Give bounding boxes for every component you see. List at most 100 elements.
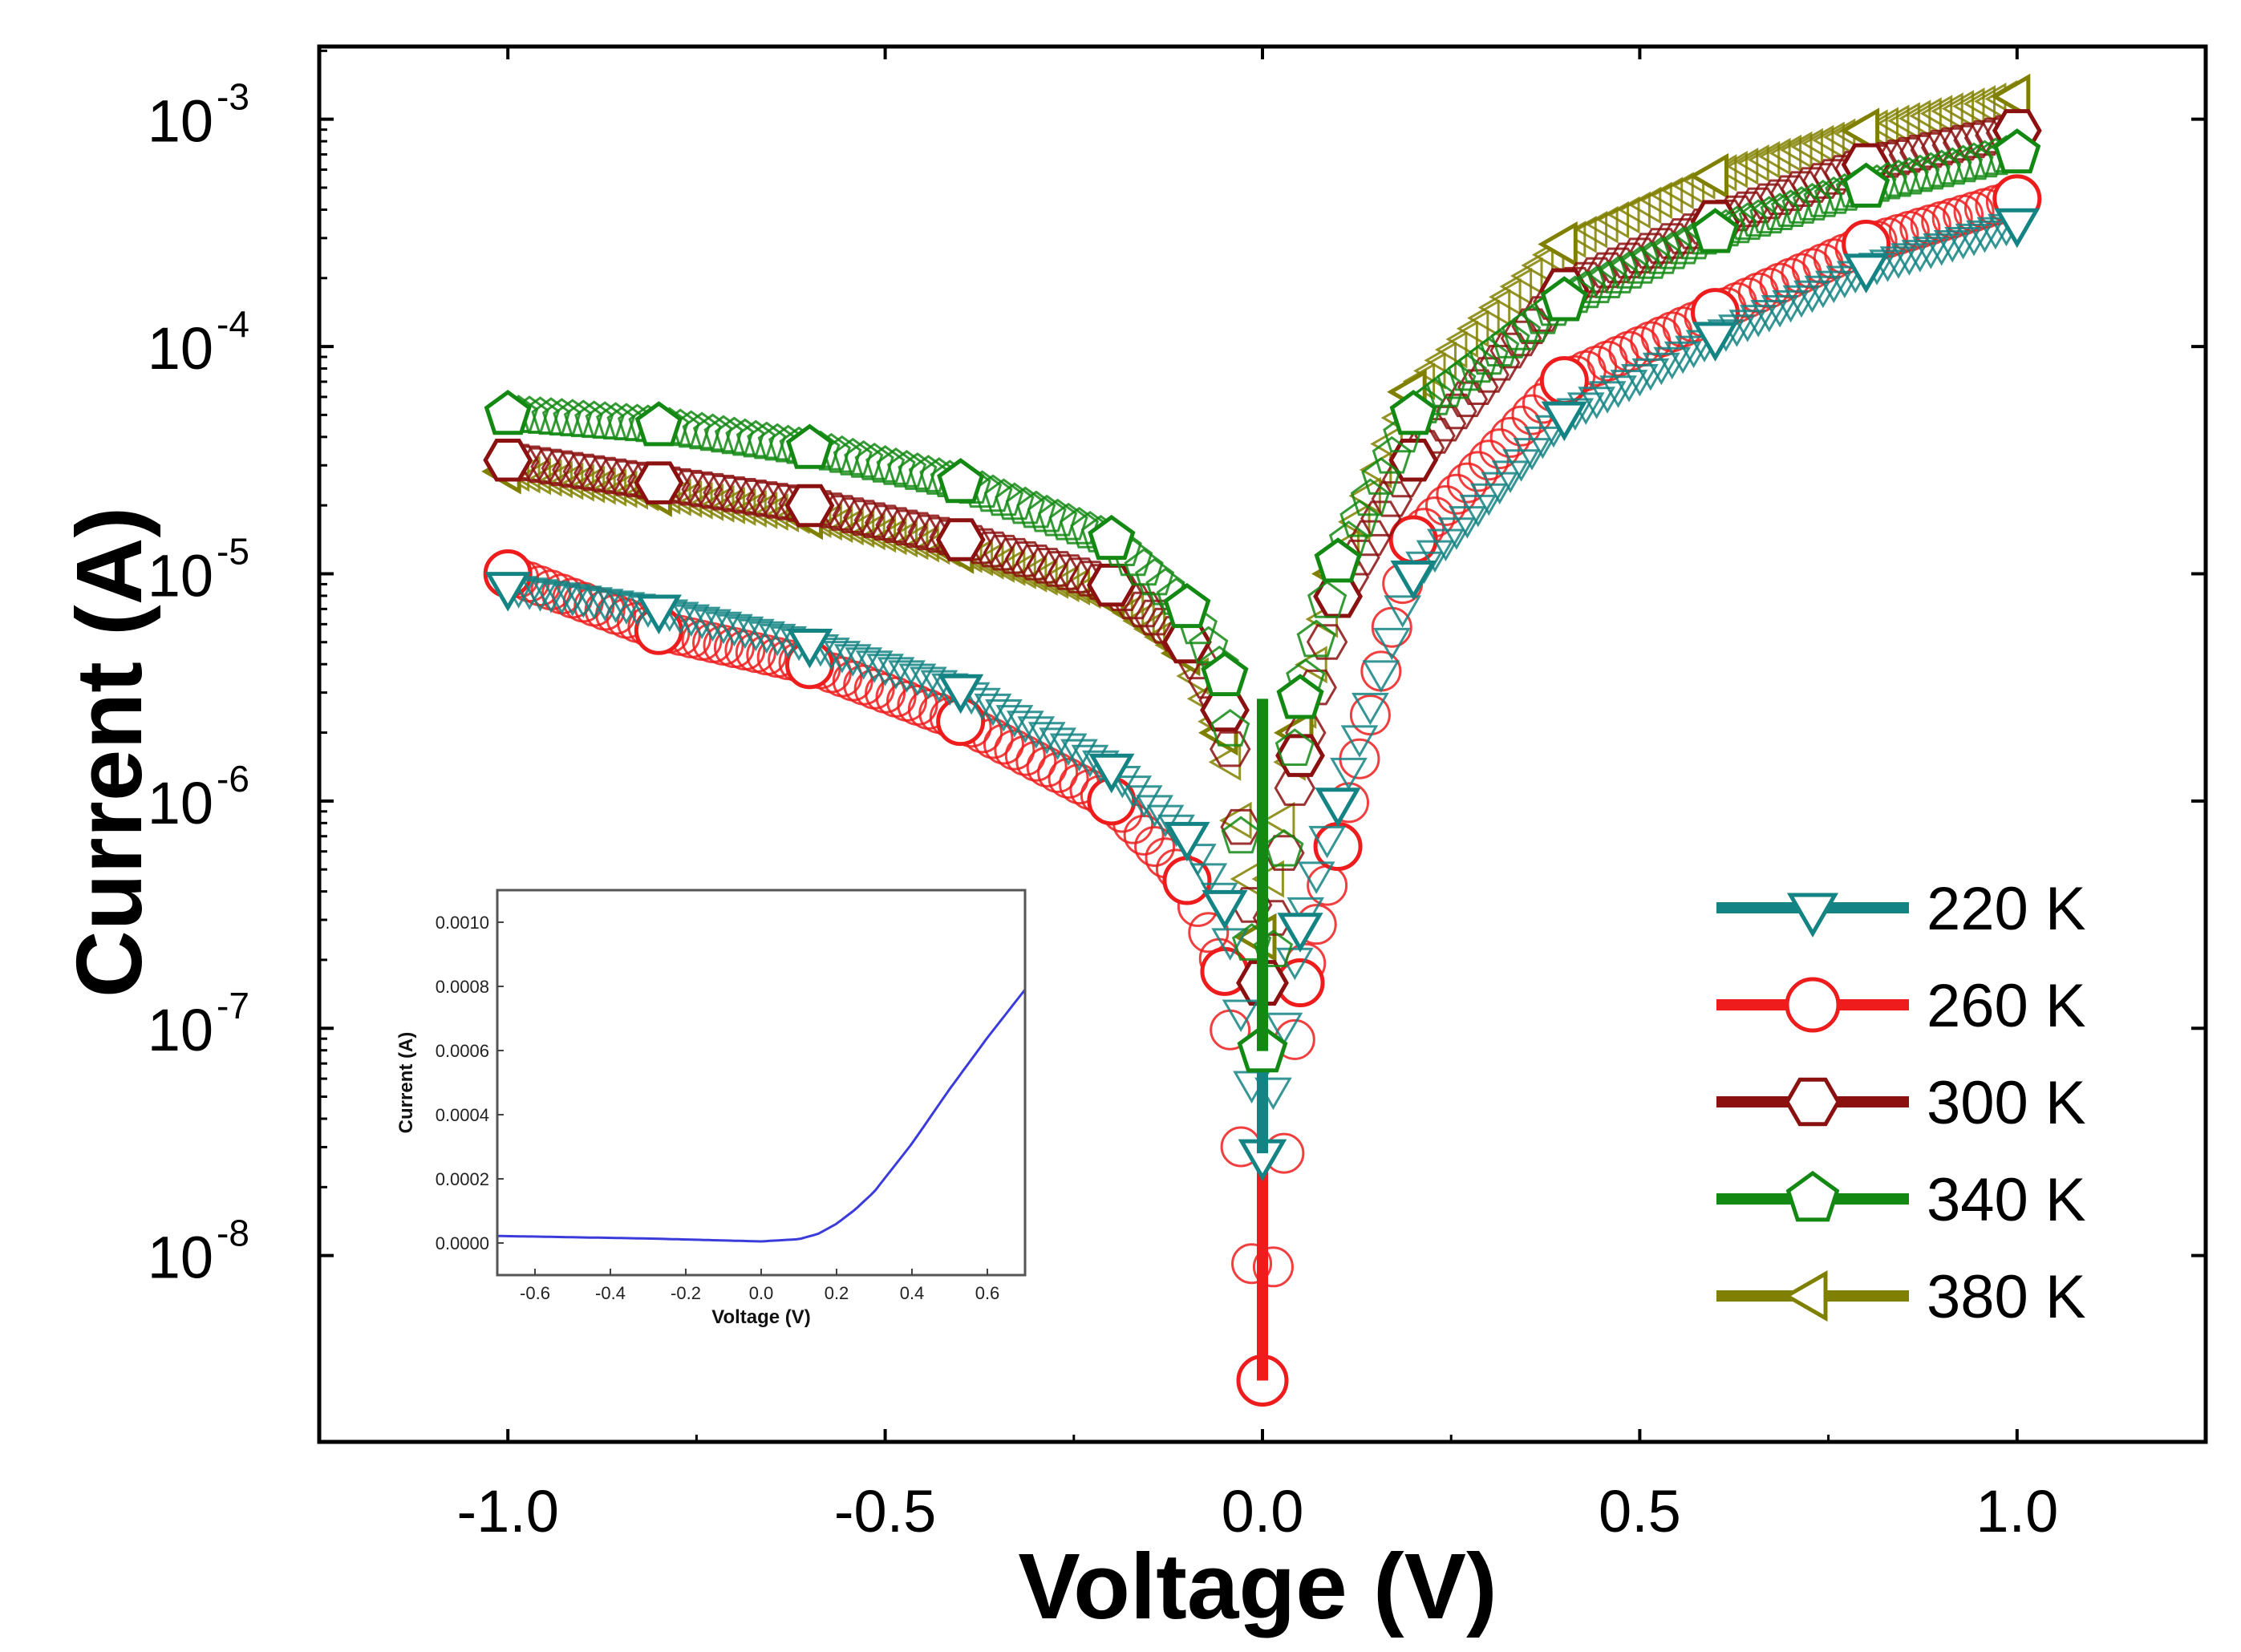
marker-trail	[1123, 591, 1165, 628]
legend-marker	[1782, 1269, 1828, 1322]
marker-trail	[1747, 140, 1781, 179]
marker-trail	[1976, 217, 2015, 250]
marker-trail	[564, 585, 602, 618]
marker-trail	[971, 541, 1004, 580]
marker-trail	[833, 437, 873, 476]
marker-trail	[1415, 377, 1455, 415]
marker-trail	[1372, 627, 1411, 661]
data-point	[484, 390, 532, 435]
marker-trail	[543, 582, 581, 615]
marker-trail	[1222, 999, 1260, 1032]
marker-trail	[1457, 369, 1499, 405]
marker-trail	[1436, 473, 1477, 515]
marker-trail	[983, 534, 1025, 571]
main-series-layer	[481, 73, 2042, 1407]
marker-trail	[1134, 826, 1176, 867]
marker-trail	[1059, 506, 1100, 545]
marker-trail	[1598, 256, 1639, 294]
marker-trail	[575, 587, 614, 620]
marker-trail	[661, 601, 699, 635]
inset-y-tick-label: 0.0004	[436, 1105, 489, 1125]
marker-trail	[865, 445, 906, 483]
marker-trail	[1890, 243, 1928, 276]
marker-trail	[715, 613, 753, 647]
legend-label: 260 K	[1927, 972, 2086, 1040]
marker-trail	[1641, 236, 1681, 274]
marker-trail	[1779, 131, 1813, 169]
y-tick-exponent: -3	[217, 76, 249, 118]
y-axis-title: Current (A)	[57, 507, 161, 998]
data-point	[483, 439, 533, 482]
marker-trail	[1208, 743, 1242, 781]
marker-trail	[1966, 220, 2004, 253]
marker-trail	[1189, 863, 1228, 896]
marker-trail	[1469, 337, 1509, 375]
marker-trail	[898, 452, 938, 490]
data-point	[938, 674, 984, 715]
marker-trail	[1058, 557, 1100, 593]
legend-label: 380 K	[1927, 1263, 2086, 1331]
marker-trail	[1114, 775, 1153, 808]
marker-trail	[1264, 828, 1304, 867]
marker-trail	[681, 620, 723, 661]
marker-trail	[1599, 375, 1637, 408]
marker-trail	[1664, 341, 1702, 375]
legend-marker	[1786, 893, 1839, 938]
marker-trail	[1436, 393, 1477, 430]
data-point	[1164, 821, 1210, 862]
marker-trail	[1211, 928, 1250, 961]
marker-trail	[1026, 548, 1068, 584]
inset-x-tick-label: 0.0	[749, 1283, 774, 1303]
marker-trail	[1003, 552, 1036, 589]
inset-y-tick-label: 0.0010	[436, 913, 489, 933]
data-point	[1843, 253, 1890, 294]
marker-trail	[1425, 369, 1466, 407]
marker-trail	[1004, 541, 1047, 577]
marker-trail	[1761, 295, 1799, 328]
marker-trail	[1587, 261, 1627, 298]
marker-trail	[854, 442, 894, 480]
marker-trail	[692, 622, 734, 663]
marker-trail	[1737, 187, 1779, 224]
marker-trail	[1631, 241, 1671, 279]
marker-trail	[521, 579, 559, 612]
y-tick-exponent: -6	[217, 758, 249, 800]
marker-trail	[1037, 752, 1079, 793]
marker-trail	[1025, 558, 1058, 596]
marker-trail	[1879, 246, 1918, 279]
data-point	[1839, 107, 1880, 154]
y-tick-label: 10	[148, 770, 213, 836]
marker-trail	[1457, 451, 1499, 492]
data-point	[1691, 208, 1740, 253]
inset-x-tick-label: -0.2	[671, 1283, 701, 1303]
marker-trail	[1384, 595, 1422, 628]
marker-trail	[995, 705, 1034, 738]
legend-label: 340 K	[1927, 1166, 2086, 1234]
marker-trail	[1124, 548, 1164, 586]
marker-trail	[1750, 300, 1789, 333]
marker-trail	[1578, 387, 1615, 419]
marker-trail	[853, 668, 895, 710]
data-point	[784, 484, 835, 528]
data-point	[635, 594, 682, 634]
marker-trail	[597, 590, 634, 623]
marker-trail	[1209, 731, 1251, 767]
legend: 220 K 260 K 300 K 340 K 380 K	[1716, 875, 2086, 1331]
marker-trail	[1748, 183, 1790, 220]
marker-trail	[992, 549, 1026, 586]
marker-trail	[1793, 280, 1831, 314]
marker-trail	[1826, 265, 1864, 299]
marker-trail	[1015, 545, 1057, 581]
marker-trail	[1675, 335, 1712, 369]
marker-trail	[1802, 163, 1844, 199]
marker-trail	[1577, 265, 1617, 304]
marker-trail	[908, 455, 948, 492]
data-point	[1202, 889, 1248, 930]
marker-trail	[1219, 801, 1252, 840]
marker-trail	[586, 589, 624, 622]
data-point	[1163, 582, 1211, 629]
inset-x-tick-label: 0.6	[975, 1283, 1000, 1303]
y-tick-exponent: -7	[217, 985, 249, 1026]
data-point	[937, 458, 985, 504]
